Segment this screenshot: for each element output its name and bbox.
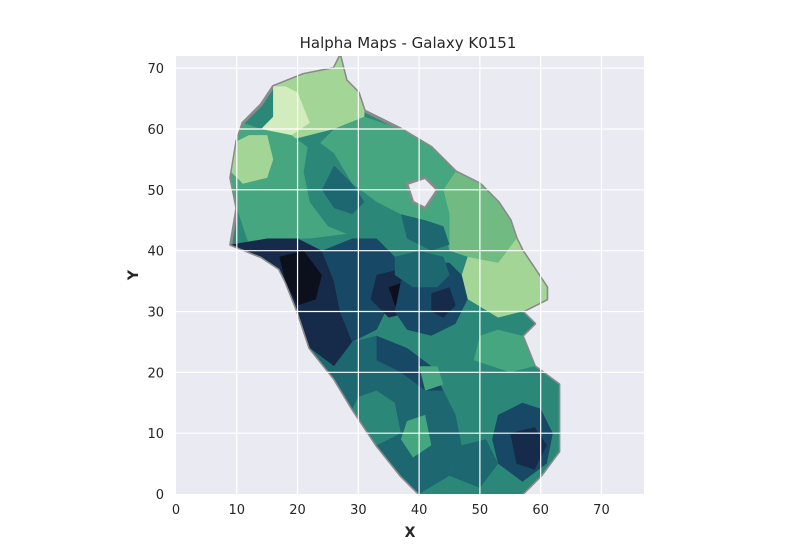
map-region-11 xyxy=(230,238,353,367)
y-tick-label: 50 xyxy=(147,184,164,199)
map-region-30 xyxy=(449,439,499,488)
x-tick-label: 20 xyxy=(289,503,306,518)
map-region-12 xyxy=(279,250,322,306)
map-region-4 xyxy=(315,116,480,251)
masked-hole xyxy=(405,176,439,210)
map-region-18 xyxy=(394,250,450,288)
x-axis-label: X xyxy=(405,525,416,541)
map-region-10 xyxy=(400,214,450,251)
y-tick-label: 20 xyxy=(147,366,164,381)
y-tick-label: 70 xyxy=(147,62,164,77)
x-tick-label: 10 xyxy=(229,503,246,518)
map-region-17 xyxy=(431,287,456,318)
galaxy-map xyxy=(229,56,561,494)
map-regions xyxy=(230,56,559,494)
grid-lines xyxy=(176,56,644,494)
map-region-24 xyxy=(431,341,535,415)
map-region-6 xyxy=(461,238,547,318)
chart-title: Halpha Maps - Galaxy K0151 xyxy=(300,34,517,52)
y-tick-label: 0 xyxy=(156,488,164,503)
x-tick-label: 0 xyxy=(172,503,180,518)
y-axis-label: Y xyxy=(126,269,142,281)
map-region-29 xyxy=(510,427,547,470)
x-tick-label: 60 xyxy=(532,503,549,518)
x-tick-label: 30 xyxy=(350,503,367,518)
y-tick-label: 60 xyxy=(147,123,164,138)
y-tick-label: 30 xyxy=(147,306,164,321)
map-region-20 xyxy=(473,329,535,373)
map-region-3 xyxy=(230,135,274,184)
x-tick-label: 50 xyxy=(472,503,489,518)
tick-labels: 0 10 20 30 40 50 60 70 0 10 20 30 40 50 60 70 xyxy=(147,62,609,518)
map-region-26 xyxy=(400,414,432,458)
x-tick-label: 40 xyxy=(411,503,428,518)
map-region-13 xyxy=(321,238,401,342)
x-tick-label: 70 xyxy=(593,503,610,518)
y-tick-label: 10 xyxy=(147,427,164,442)
map-region-22 xyxy=(352,390,401,446)
y-tick-label: 40 xyxy=(147,245,164,260)
